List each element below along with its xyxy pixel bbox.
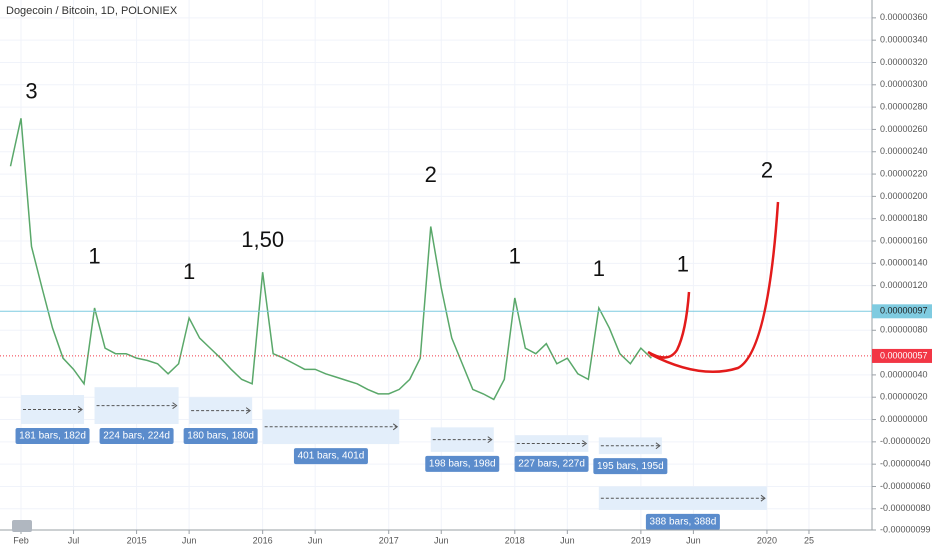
y-tick-label: 0.00000000 [880,414,928,424]
range-label: 195 bars, 195d [597,461,664,472]
range-arrow-head [245,407,251,415]
x-tick-label: Jun [560,535,575,545]
range-arrow-head [392,423,399,431]
range-label: 181 bars, 182d [19,431,86,442]
price-line [9,118,652,401]
x-tick-label: 25 [804,535,814,545]
annotation: 1 [677,251,689,276]
range-label-box [99,428,174,444]
date-range [598,437,662,455]
range-label-box [514,455,589,472]
x-tick-label: Jun [434,535,449,545]
plot [0,118,872,401]
y-tick-label: 0.00000280 [880,101,928,111]
y-tick-label: 0.00000300 [880,79,928,89]
x-tick-label: Jun [182,535,197,545]
date-ranges: 181 bars, 182d 224 bars, 224d 180 bars, 18… [15,387,767,530]
y-tick-label: 0.00000080 [880,325,928,335]
y-tick-label: 0.00000180 [880,213,928,223]
y-tick-label: 0.00000120 [880,280,928,290]
y-tick-label: 0.00000320 [880,57,928,67]
range-label-box [645,513,720,530]
annotation: 1 [183,259,195,284]
range-label: 227 bars, 227d [518,459,585,470]
x-tick-label: 2019 [631,535,651,545]
x-tick-label: Jun [308,535,323,545]
range-label-box [183,428,258,444]
y-tick-label: -0.00000099 [880,524,931,534]
x-tick-label: 2018 [505,535,525,545]
projection-curve [647,291,691,359]
range-label: 401 bars, 401d [298,451,365,462]
price-label-box [872,304,932,319]
y-tick-label: 0.00000240 [880,146,928,156]
x-tick-label: 2016 [253,535,273,545]
annotations: 3 1 1 1,50 2 1 1 1 2 [25,78,773,284]
y-tick-label: 0.00000160 [880,235,928,245]
x-tick-label: Jun [686,535,701,545]
x-tick-label: Feb [13,535,29,545]
range-arrow-head [582,440,588,447]
projection-curve [649,201,780,374]
axes: 0.00000360 0.00000340 0.00000320 0.00000300… [13,12,932,545]
range-label-box [293,448,368,465]
range-label-box [15,428,90,444]
x-tick-label: 2015 [127,535,147,545]
range-arrow-head [655,442,661,450]
y-tick-label: 0.00000140 [880,258,928,268]
y-tick-label: 0.00000040 [880,369,928,379]
range-label: 224 bars, 224d [103,431,170,442]
y-tick-label: -0.00000080 [880,503,931,513]
y-tick-label: 0.00000260 [880,124,928,134]
range-arrow-head [172,402,178,409]
y-tick-label: -0.00000040 [880,459,931,469]
y-tick-label: -0.00000020 [880,436,931,446]
annotation: 2 [425,162,437,187]
range-arrow-head [487,436,493,444]
y-tick-label: 0.00000220 [880,168,928,178]
annotation: 1 [593,256,605,281]
range-label: 198 bars, 198d [429,459,496,470]
range-label-box [593,458,668,475]
annotation: 3 [25,78,37,103]
logo [12,520,32,532]
price-label-box [872,348,932,363]
y-tick-label: 0.00000200 [880,191,928,201]
range-arrow-head [760,494,766,502]
x-tick-label: Jul [68,535,80,545]
price-label: 0.00000097 [880,306,928,316]
range-label: 388 bars, 388d [650,517,717,528]
annotation: 2 [761,158,773,183]
range-arrow-head [77,406,83,413]
chart-title: Dogecoin / Bitcoin, 1D, POLONIEX [6,5,178,17]
x-tick-label: 2017 [379,535,399,545]
y-tick-label: 0.00000020 [880,392,928,402]
y-tick-label: -0.00000060 [880,481,931,491]
range-label: 180 bars, 180d [187,431,254,442]
y-tick-label: 0.00000340 [880,35,928,45]
x-tick-label: 2020 [757,535,777,545]
price-label: 0.00000057 [880,350,928,360]
annotation: 1 [509,244,521,269]
range-label-box [425,455,500,472]
annotation: 1 [88,244,100,269]
y-tick-label: 0.00000360 [880,12,928,22]
annotation: 1,50 [241,227,284,252]
date-range [514,435,589,452]
